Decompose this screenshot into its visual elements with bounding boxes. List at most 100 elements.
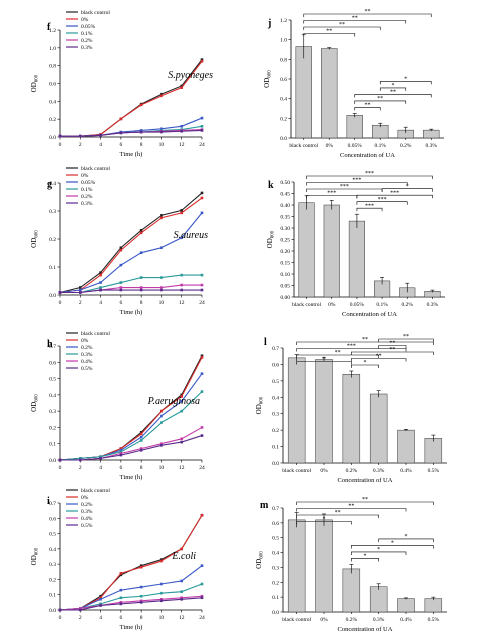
significance-bracket [378, 538, 434, 542]
data-point [160, 409, 163, 413]
significance-annotations: ***************** [296, 334, 434, 368]
data-point [119, 281, 123, 284]
series-line-0 [59, 192, 203, 294]
data-point [78, 288, 82, 292]
data-point [78, 291, 82, 294]
legend-label: 0.2% [81, 502, 93, 508]
y-tick-label: 0.0 [49, 135, 56, 141]
significance-bracket [351, 351, 434, 355]
data-point [160, 276, 163, 279]
significance-bracket [296, 501, 434, 505]
data-point [99, 286, 102, 289]
data-point [58, 458, 62, 462]
data-point [99, 598, 102, 601]
bar [342, 374, 361, 464]
panel-letter: g [47, 179, 52, 190]
data-point [99, 134, 102, 137]
significance-label: * [391, 541, 394, 547]
data-point [99, 281, 102, 284]
legend-label: black control [81, 488, 110, 494]
data-point [139, 447, 143, 450]
y-tick-label: 0.4 [272, 551, 279, 557]
data-point [139, 564, 143, 567]
bar [315, 519, 333, 613]
data-point [180, 273, 184, 277]
x-tick-label: 12 [179, 615, 185, 621]
data-point [58, 608, 62, 612]
data-point [119, 448, 123, 452]
significance-bracket [379, 87, 407, 91]
significance-label: * [323, 357, 326, 363]
significance-bracket [354, 107, 381, 111]
x-tick-label: 0.4% [400, 617, 412, 623]
data-point [200, 191, 204, 195]
y-tick-label: 0.4 [49, 547, 56, 553]
panel-letter: f [47, 22, 51, 33]
data-point [99, 455, 102, 459]
data-point [119, 286, 123, 289]
data-point [99, 596, 102, 600]
x-tick-label: 10 [159, 465, 165, 471]
legend-label: 0.4% [81, 516, 93, 522]
data-point [160, 582, 163, 586]
y-tick-label: 0.6 [49, 360, 56, 366]
significance-label: ** [339, 22, 345, 28]
legend-label: 0.2% [81, 345, 93, 351]
data-point [160, 598, 163, 601]
x-tick-label: 0.3% [373, 617, 385, 623]
data-point [119, 117, 123, 121]
significance-label: ** [362, 337, 368, 343]
significance-label: ** [335, 510, 341, 516]
data-point [160, 214, 163, 217]
legend-label: black control [81, 331, 110, 337]
bar [424, 438, 443, 464]
x-tick-label: 2 [79, 142, 82, 148]
x-tick-label: 0.5% [428, 468, 440, 474]
y-tick-label: 0.0 [272, 610, 279, 616]
y-tick-label: 0.5 [49, 532, 56, 538]
y-tick-label: 0.8 [280, 57, 287, 63]
x-tick-label: 0% [328, 302, 336, 308]
x-tick-label: 0.2% [346, 617, 358, 623]
panel-letter: m [260, 500, 269, 511]
data-point [160, 559, 163, 563]
data-point [160, 246, 163, 250]
y-axis-label: OD600 [30, 230, 40, 248]
data-point [200, 356, 204, 359]
x-axis-label: Concentration of UA [340, 152, 395, 159]
x-tick-label: 0.3% [426, 143, 438, 149]
y-tick-label: 0.2 [49, 117, 56, 123]
x-tick-label: 2 [79, 615, 82, 621]
data-point [180, 547, 184, 551]
data-point [200, 58, 204, 61]
data-point [139, 228, 143, 232]
x-tick-label: 0 [59, 615, 62, 621]
significance-label: ** [352, 16, 358, 22]
significance-bracket [351, 551, 407, 555]
data-point [99, 604, 102, 607]
data-point [139, 435, 143, 439]
data-point [119, 601, 123, 604]
x-tick-label: 0% [320, 468, 328, 474]
y-tick-label: 0.5 [272, 379, 279, 385]
y-tick-label: 0.0 [49, 608, 56, 614]
organism-label: E.coli [171, 551, 196, 562]
significance-label: ** [390, 90, 396, 96]
significance-bracket [303, 26, 381, 30]
significance-label: * [405, 534, 408, 540]
significance-bracket [356, 201, 408, 205]
data-point [139, 231, 143, 235]
data-point [99, 602, 102, 606]
data-point [99, 288, 102, 292]
data-point [200, 129, 204, 132]
series-line-3 [59, 391, 203, 461]
significance-bracket [351, 358, 407, 362]
y-tick-label: 0.1 [272, 445, 279, 451]
data-point [180, 86, 184, 89]
legend-label: black control [81, 10, 110, 16]
data-point [99, 594, 102, 598]
y-tick-label: 0.1 [49, 442, 56, 448]
